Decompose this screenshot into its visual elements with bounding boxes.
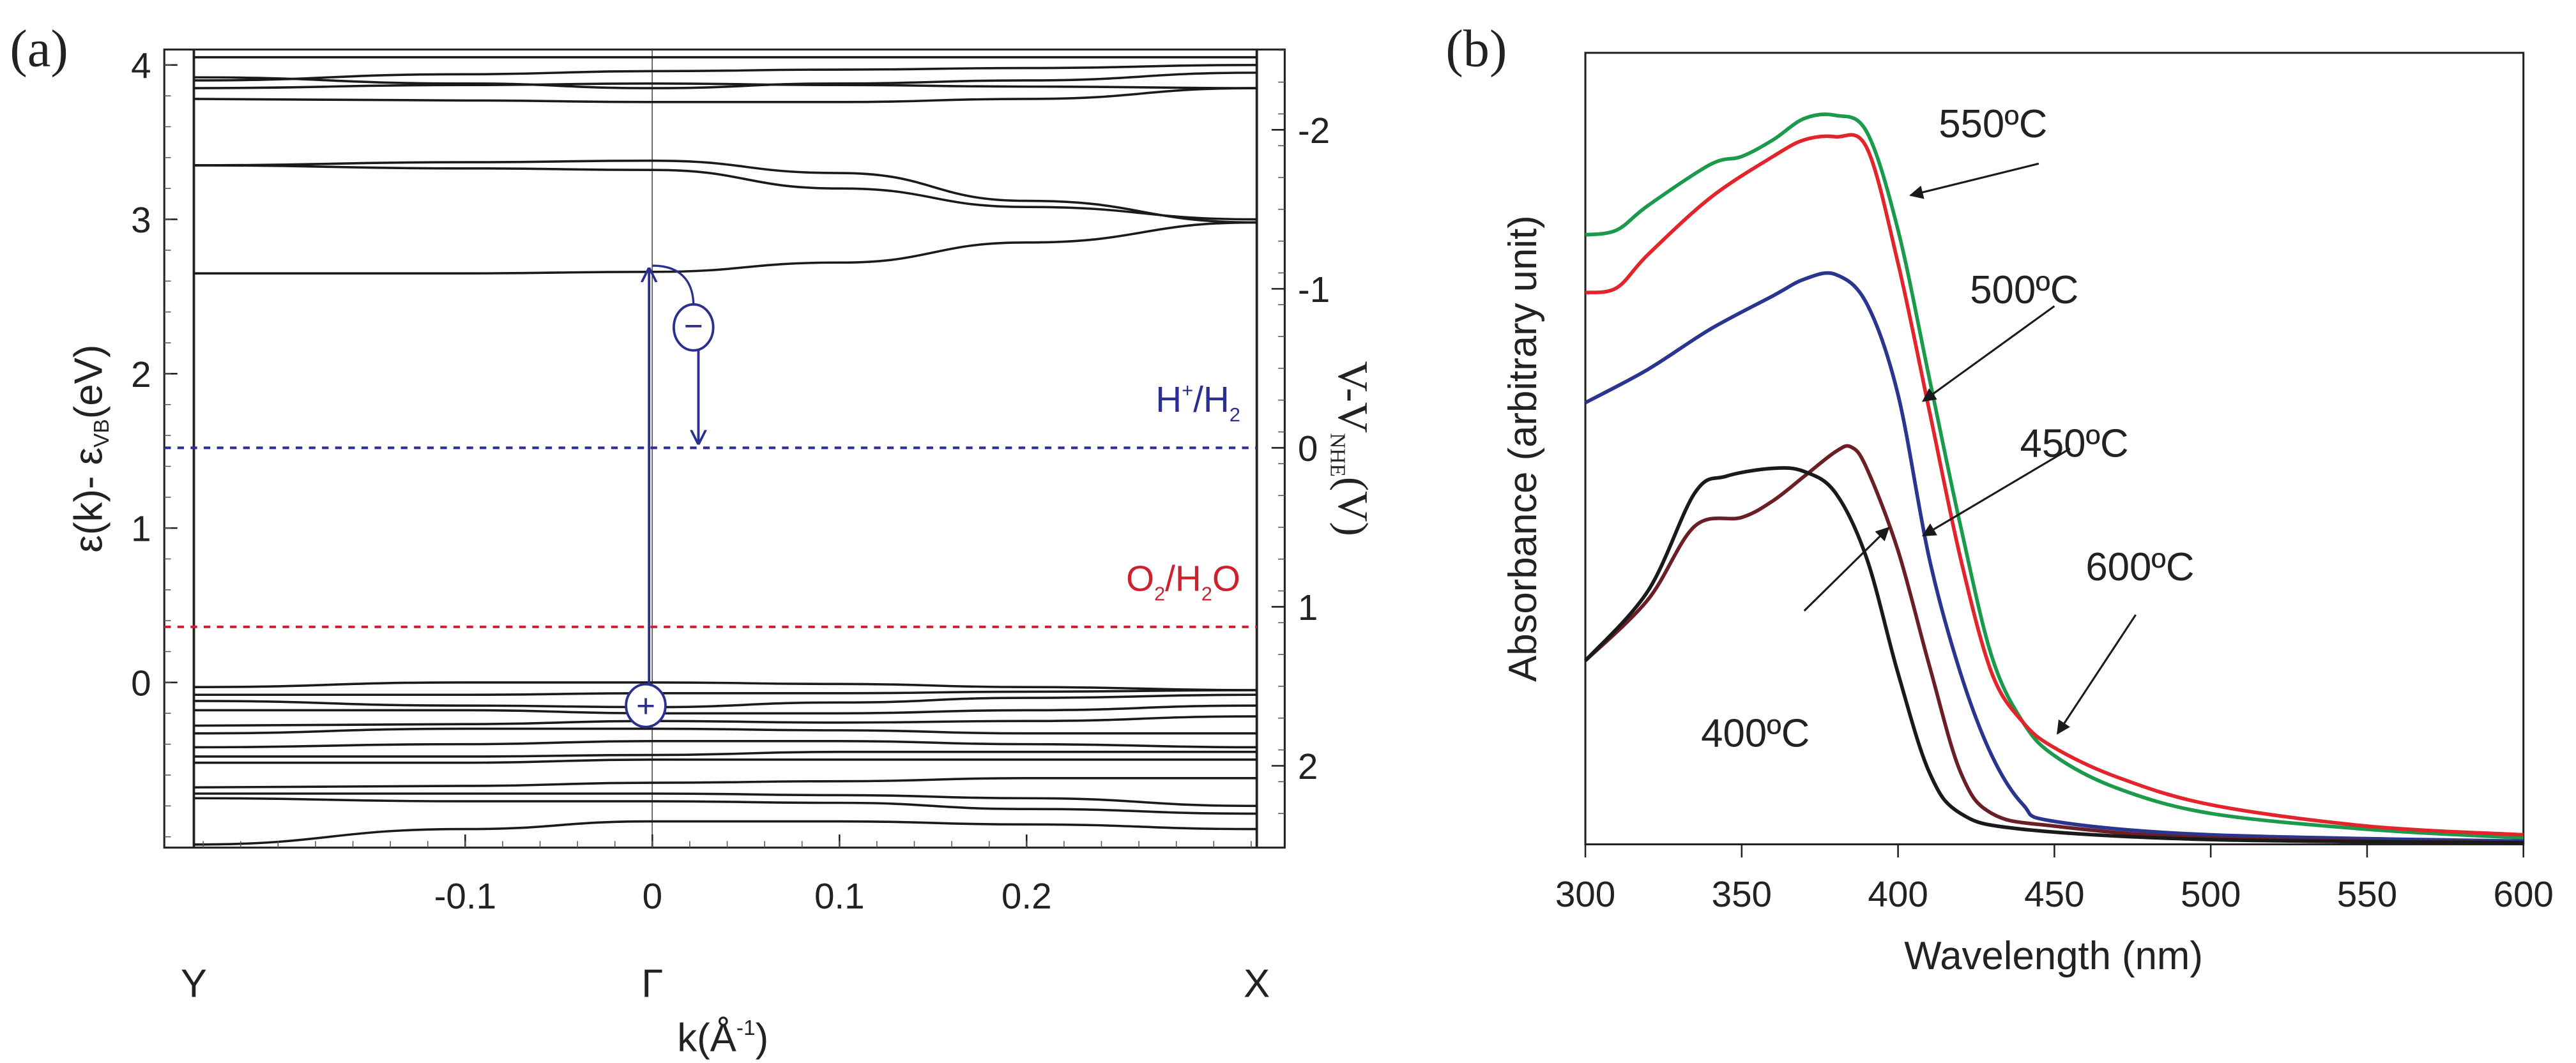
band-line <box>194 159 1257 224</box>
transition: +− <box>625 264 715 728</box>
right-tick-label: 0 <box>1298 428 1318 469</box>
x-tick-label: 400 <box>1868 874 1928 914</box>
high-symmetry-label: X <box>1244 962 1270 1006</box>
band-line <box>194 72 1257 89</box>
label-part: /H <box>1193 379 1230 419</box>
annotation-label: 600ºC <box>2085 545 2194 589</box>
band-line <box>194 681 1257 691</box>
band-line <box>194 689 1257 697</box>
y-axis-label: Absorbance (arbitrary unit) <box>1501 215 1545 682</box>
annotation-arrow <box>2056 614 2137 735</box>
axis-ticks: 0 1 2 3 4 -2 -1 0 1 2 -0.1 0 0.1 0.2 Y Γ X <box>131 45 1330 1006</box>
x-tick-label: 350 <box>1712 874 1772 914</box>
absorbance-panel: (b) 300 350 400 450 500 550 600 550ºC 500ºC 450º… <box>1445 19 2553 978</box>
hole-circle <box>625 682 667 728</box>
y-tick-label: 1 <box>131 509 151 549</box>
high-symmetry-label: Γ <box>641 962 663 1006</box>
x-tick-label: 550 <box>2337 874 2397 914</box>
annotation-arrow <box>1922 305 2055 402</box>
annotation-arrow <box>1909 162 2039 199</box>
band-line <box>194 693 1257 709</box>
hole-symbol: + <box>636 687 655 724</box>
band-line <box>194 750 1257 758</box>
band-line <box>194 792 1257 808</box>
high-symmetry-label: Y <box>181 962 207 1006</box>
x-tick-label: 450 <box>2024 874 2084 914</box>
band-line <box>194 820 1257 846</box>
x-axis-label: Wavelength (nm) <box>1904 934 2203 978</box>
band-line <box>194 777 1257 789</box>
right-tick-label: -1 <box>1298 269 1330 310</box>
right-tick-label: 1 <box>1298 587 1318 628</box>
label-part: H <box>1155 379 1182 419</box>
y-tick-label: 4 <box>131 45 151 86</box>
x-tick-label: -0.1 <box>434 876 497 916</box>
x-axis-label: k(Å-1) <box>677 1016 768 1060</box>
label-subscript: 2 <box>1154 583 1165 605</box>
right-tick-label: 2 <box>1298 746 1318 787</box>
x-tick-label: 0.2 <box>1002 876 1052 916</box>
annotation-arrow <box>1921 448 2071 537</box>
band-line <box>194 221 1257 275</box>
label-superscript: + <box>1182 379 1193 402</box>
series-line-600ºC <box>1585 133 2524 837</box>
x-tick-label: 300 <box>1555 874 1615 914</box>
y-tick-label: 3 <box>131 200 151 240</box>
label-subscript: 2 <box>1201 583 1212 605</box>
electron-circle <box>672 303 715 352</box>
annotation-label: 400ºC <box>1701 711 1810 755</box>
band-line <box>194 715 1257 727</box>
panel-a-label: (a) <box>10 19 68 77</box>
annotation-label: 450ºC <box>2020 422 2129 466</box>
band-line <box>194 739 1257 749</box>
panel-b-label: (b) <box>1445 19 1507 77</box>
annotation-arrow <box>1803 527 1890 612</box>
x-tick-label: 0.1 <box>814 876 865 916</box>
reference-level-label: O2/H2O <box>1126 558 1240 605</box>
y-tick-label: 0 <box>131 663 151 703</box>
label-part: /H <box>1165 558 1201 598</box>
band-line <box>194 164 1257 221</box>
band-line <box>194 704 1257 715</box>
series-line-450ºC <box>1584 444 2524 845</box>
series-line-500ºC <box>1584 271 2524 843</box>
y-axis-label: ε(k)- εVB(eV) <box>66 345 113 553</box>
x-tick-label: 0 <box>643 876 662 916</box>
label-part: O <box>1212 558 1240 598</box>
annotation-label: 500ºC <box>1970 268 2078 312</box>
band-line <box>194 797 1257 815</box>
right-axis-label: V-VNHE(V) <box>1325 361 1376 536</box>
band-line <box>194 63 1257 82</box>
annotation-label: 550ºC <box>1939 102 2047 146</box>
axis-ticks: 300 350 400 450 500 550 600 <box>1555 844 2554 914</box>
reference-level-label: H+/H2 <box>1155 379 1240 426</box>
series-line-400ºC <box>1583 466 2524 845</box>
bands <box>194 56 1257 846</box>
x-tick-label: 500 <box>2181 874 2241 914</box>
series <box>1583 112 2524 845</box>
label-subscript: 2 <box>1230 403 1240 426</box>
y-tick-label: 2 <box>131 354 151 395</box>
band-line <box>194 87 1257 103</box>
electron-path <box>652 264 695 306</box>
electron-symbol: − <box>684 307 703 344</box>
annotations: 550ºC 500ºC 450ºC 600ºC 400ºC <box>1701 102 2194 756</box>
right-tick-label: -2 <box>1298 110 1330 151</box>
band-line <box>194 82 1257 89</box>
band-line <box>194 758 1257 764</box>
label-part: O <box>1126 558 1154 598</box>
x-tick-label: 600 <box>2493 874 2553 914</box>
band-line <box>194 727 1257 735</box>
